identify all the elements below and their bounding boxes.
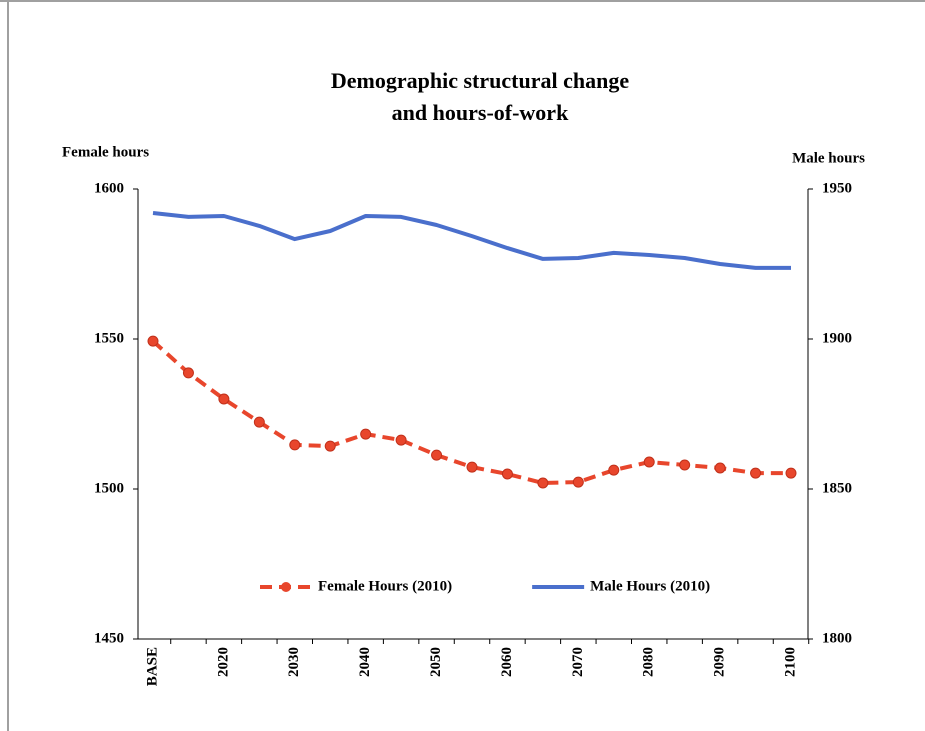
x-tick-label: 2080 [641, 647, 657, 677]
legend-label: Male Hours (2010) [590, 578, 710, 594]
series-marker [182, 367, 194, 379]
y-axis-title: Female hours [62, 144, 149, 160]
y2-tick-label: 1850 [822, 480, 852, 496]
series-marker [714, 462, 726, 474]
series-marker [147, 335, 159, 347]
legend-label: Female Hours (2010) [318, 578, 452, 594]
series-marker [466, 461, 478, 473]
series-marker [253, 416, 265, 428]
x-tick-label: BASE [144, 647, 160, 686]
y2-tick-label: 1800 [822, 630, 852, 646]
series-marker [289, 439, 301, 451]
series-marker [395, 434, 407, 446]
y-tick-label: 1500 [94, 480, 124, 496]
legend-marker [281, 582, 291, 592]
y-tick-label: 1600 [94, 180, 124, 196]
chart-title: Demographic structural change [331, 68, 629, 93]
x-tick-label: 2020 [215, 647, 231, 677]
series-marker [572, 476, 584, 488]
series-marker [324, 440, 336, 452]
y2-tick-label: 1900 [822, 330, 852, 346]
x-tick-label: 2030 [286, 647, 302, 677]
x-tick-label: 2050 [428, 647, 444, 677]
series-marker [218, 393, 230, 405]
series-marker [785, 467, 797, 479]
chart-subtitle: and hours-of-work [392, 100, 569, 125]
series-marker [431, 449, 443, 461]
x-tick-label: 2060 [499, 647, 515, 677]
series-marker [679, 459, 691, 471]
y-tick-label: 1550 [94, 330, 124, 346]
series-marker [750, 467, 762, 479]
x-tick-label: 2100 [782, 647, 798, 677]
y2-axis-title: Male hours [792, 150, 865, 166]
x-tick-label: 2040 [357, 647, 373, 677]
y-tick-label: 1450 [94, 630, 124, 646]
series-marker [537, 477, 549, 489]
series-line [152, 211, 791, 270]
y2-tick-label: 1950 [822, 180, 852, 196]
series-marker [643, 456, 655, 468]
series-marker [608, 464, 620, 476]
series-marker [501, 468, 513, 480]
x-tick-label: 2090 [712, 647, 728, 677]
series-marker [360, 428, 372, 440]
x-tick-label: 2070 [570, 647, 586, 677]
